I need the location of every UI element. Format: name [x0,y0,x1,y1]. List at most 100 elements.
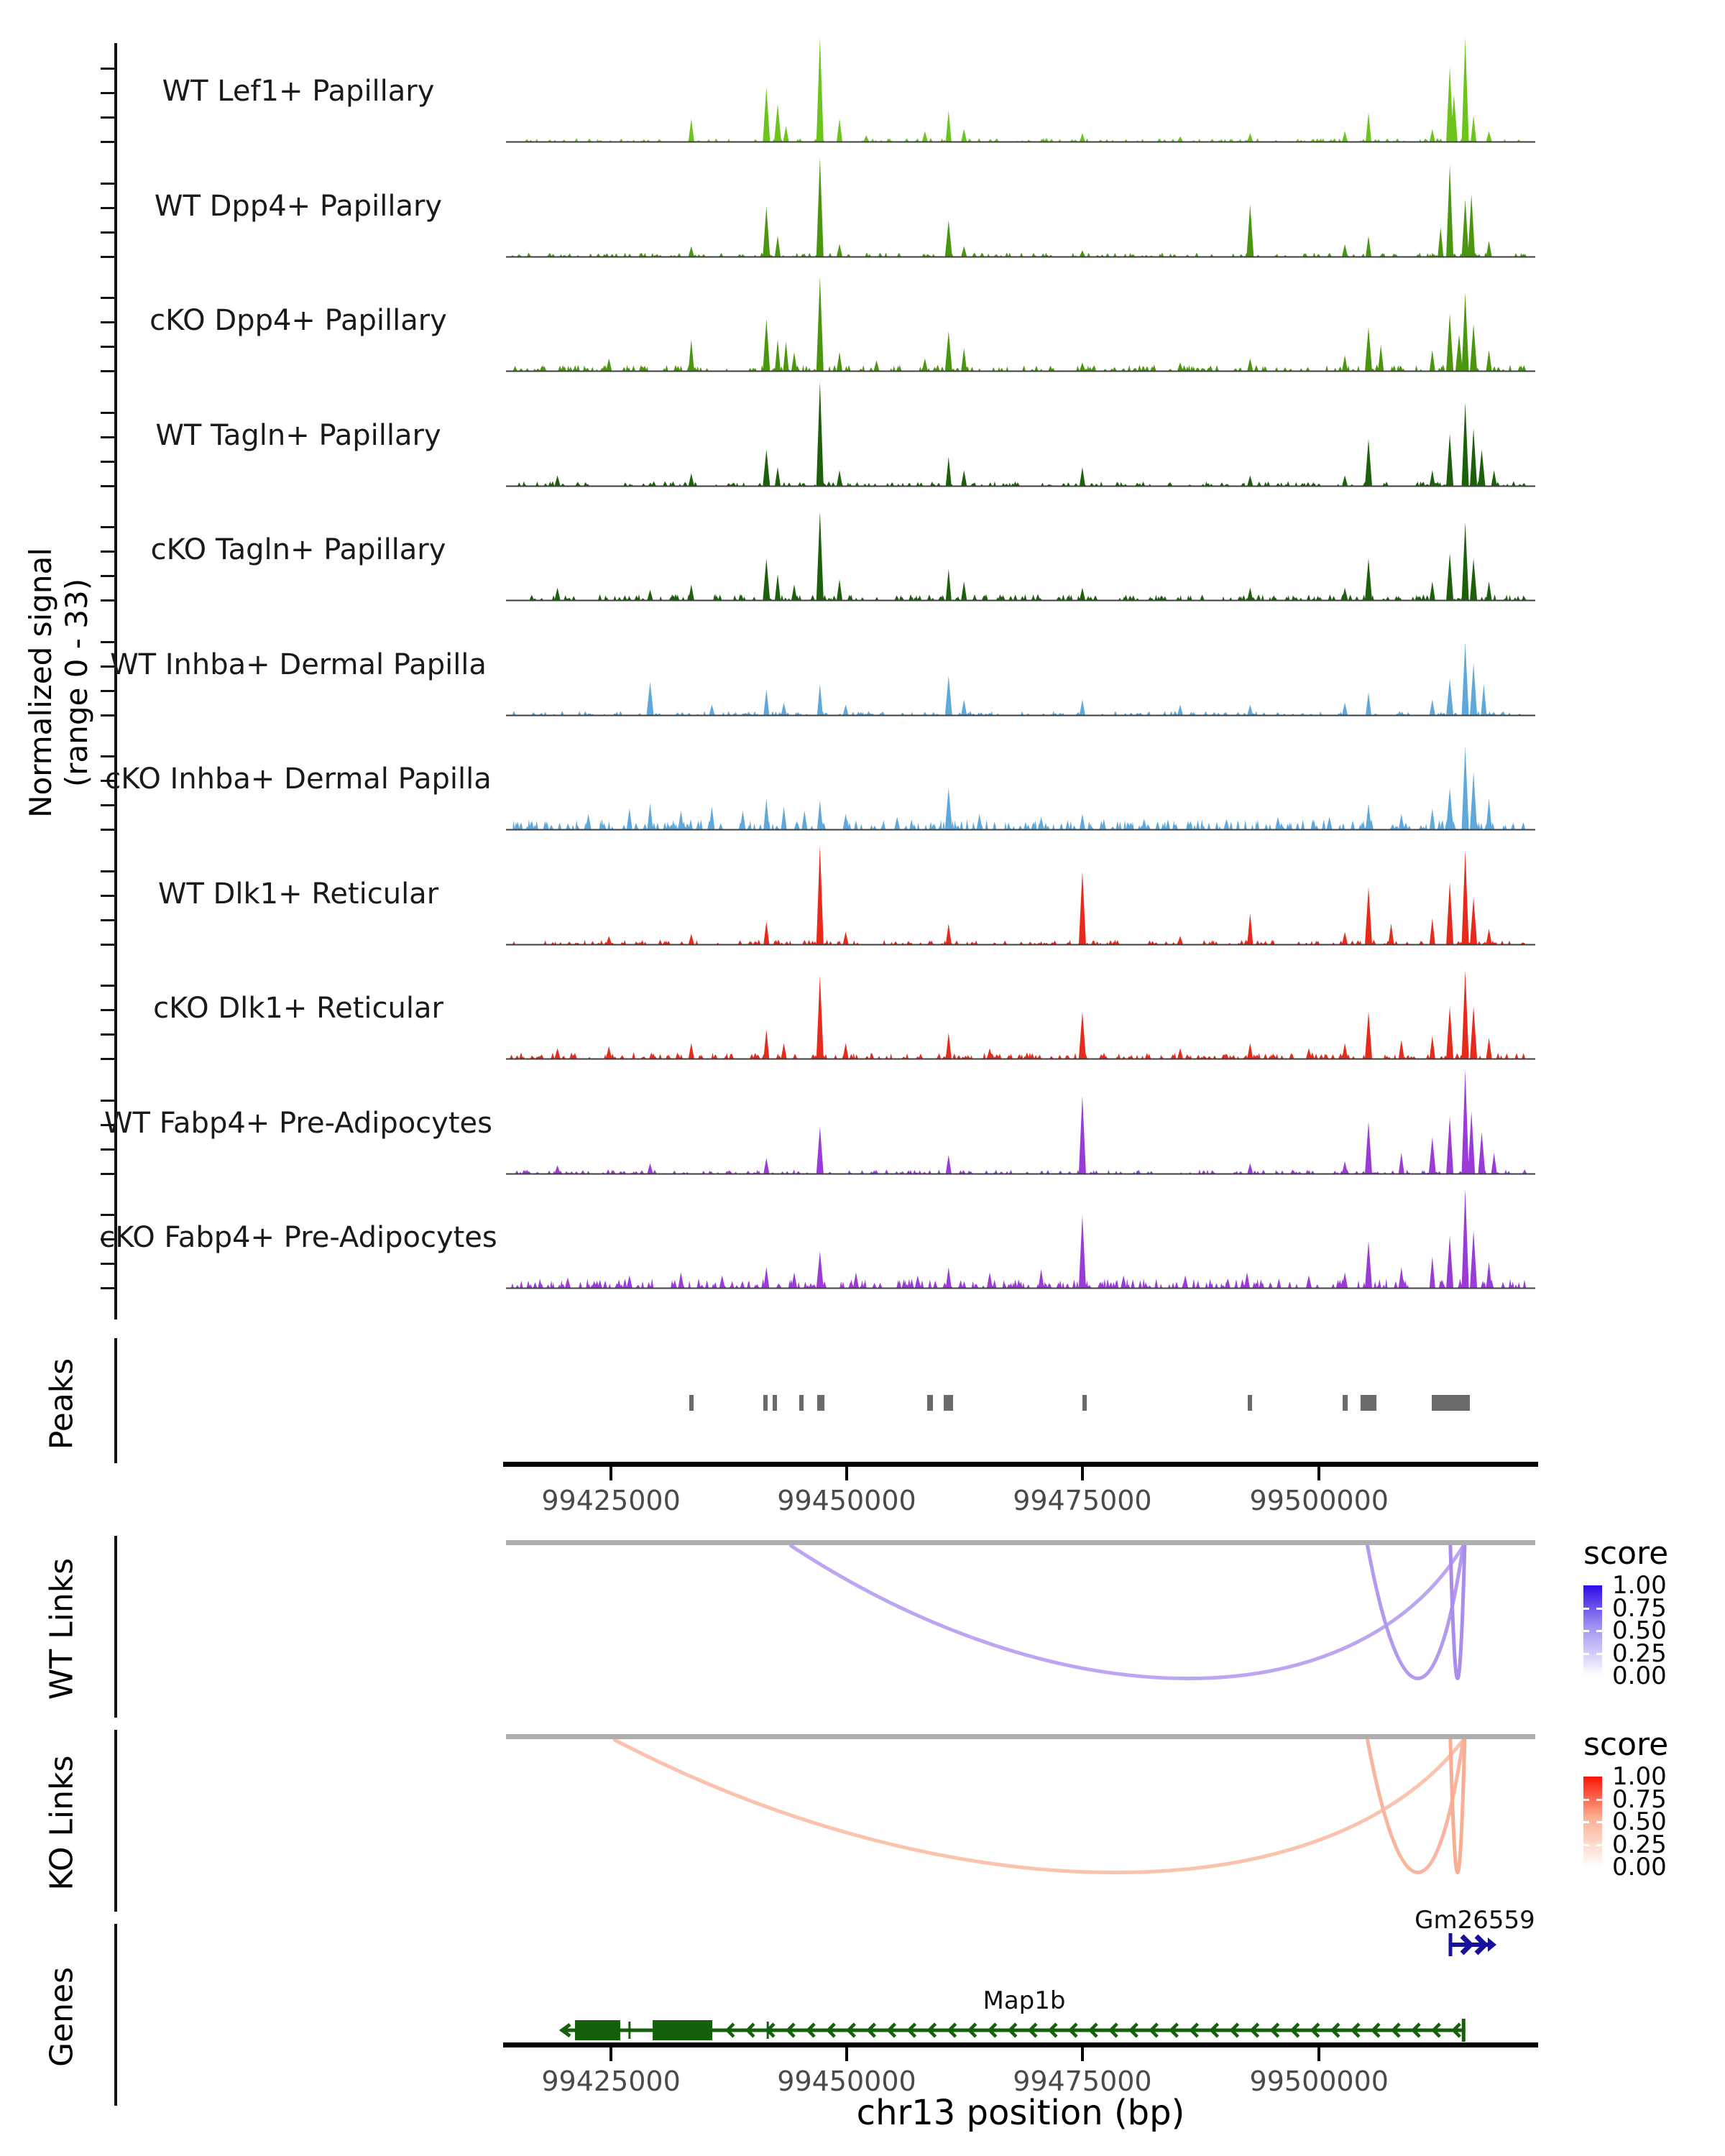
x-axis-tick-label: 99500000 [1249,1485,1389,1516]
y-axis-minor-tick [101,1148,114,1151]
y-axis-minor-tick [101,599,114,602]
gene-label-gm26559: Gm26559 [1414,1906,1535,1935]
coverage-signal-9 [506,1069,1535,1174]
score-tick-label: 0.25 [1612,1639,1667,1668]
peak-box [799,1395,804,1411]
score-tick-label: 0.00 [1612,1662,1667,1690]
y-axis-minor-tick [101,804,114,806]
y-axis-minor-tick [101,321,114,323]
x-axis-tick [610,2047,613,2061]
y-axis-minor-tick [101,92,114,94]
score-tick-label: 0.50 [1612,1616,1667,1645]
x-axis-tick [845,1466,848,1480]
gene-model-map1b [558,2019,1466,2042]
y-axis-minor-tick [101,1033,114,1036]
y-axis-minor-tick [101,206,114,209]
ko-links-baseline [506,1734,1535,1739]
x-axis-tick-label: 99475000 [1013,1485,1152,1516]
ko-links-bracket [114,1730,117,1912]
score-bar-tick [1596,1798,1602,1801]
y-axis-minor-tick [101,460,114,463]
gene-model-gm26559 [1448,1933,1496,1956]
y-axis-minor-tick [101,231,114,234]
y-axis-minor-tick [101,829,114,831]
y-axis-minor-tick [101,68,114,70]
x-axis-tick-label: 99425000 [541,2065,681,2097]
ko-link-arc-svg [612,1739,1467,1874]
track-label: cKO Inhba+ Dermal Papilla [105,763,492,796]
y-axis-minor-tick [101,894,114,897]
coverage-signal-3 [506,381,1535,487]
track-label: WT Lef1+ Papillary [162,75,435,108]
score-tick-label: 0.75 [1612,1784,1667,1814]
peak-box [1082,1395,1087,1411]
y-axis-minor-tick [101,714,114,717]
score-tick-label: 1.00 [1612,1762,1667,1791]
wt-links-bracket [114,1536,117,1718]
score-bar-tick [1583,1843,1589,1846]
y-axis-minor-tick [101,370,114,372]
x-axis-title: chr13 position (bp) [856,2093,1185,2133]
y-axis-minor-tick [101,1099,114,1102]
bottom-axis-line [503,2042,1538,2047]
x-axis-tick-label: 99425000 [541,1485,681,1516]
score-bar-tick [1596,1607,1602,1610]
y-axis-minor-tick [101,1263,114,1265]
coverage-signal-4 [506,511,1535,602]
peak-box [1360,1395,1377,1411]
y-axis-label-line2: (range 0 - 33) [59,578,94,788]
y-axis-minor-tick [101,346,114,348]
peaks-bracket [114,1338,117,1463]
y-axis-minor-tick [101,1238,114,1240]
y-axis-minor-tick [101,665,114,668]
peak-box [1343,1395,1348,1411]
x-axis-tick [1317,2047,1321,2061]
peak-box [1432,1395,1471,1411]
y-axis-minor-tick [101,484,114,487]
score-tick-label: 0.25 [1612,1830,1667,1859]
coverage-signal-10 [506,1189,1535,1289]
score-tick-label: 0.00 [1612,1853,1667,1881]
coverage-signal-2 [506,277,1535,372]
peak-box [1248,1395,1253,1411]
y-axis-minor-tick [101,526,114,528]
peak-box [689,1395,694,1411]
y-axis-minor-tick [101,943,114,946]
peak-box [927,1395,933,1411]
track-label: cKO Dpp4+ Papillary [150,304,447,337]
peak-box [817,1395,825,1411]
y-axis-label: Normalized signal (range 0 - 33) [23,539,95,826]
y-axis-minor-tick [101,985,114,987]
y-axis-minor-tick [101,411,114,414]
y-axis-minor-tick [101,575,114,577]
score-bar-tick [1596,1843,1602,1846]
y-axis-minor-tick [101,918,114,921]
track-label: WT Fabp4+ Pre-Adipocytes [104,1106,492,1140]
score-bar-tick [1596,1821,1602,1823]
coverage-signal-0 [506,37,1535,143]
x-axis-tick-label: 99475000 [1013,2065,1152,2097]
y-axis-minor-tick [101,1214,114,1216]
wt-links-baseline [506,1540,1535,1545]
track-label: WT Dpp4+ Papillary [154,189,443,223]
score-bar-tick [1583,1652,1589,1655]
y-axis-minor-tick [101,182,114,185]
y-axis-minor-tick [101,780,114,782]
genes-section-label: Genes [43,1966,80,2068]
x-axis-tick [610,1466,613,1480]
track-label: cKO Tagln+ Papillary [150,533,446,566]
y-axis-minor-tick [101,1172,114,1175]
x-axis-tick-label: 99450000 [777,2065,916,2097]
coverage-signal-8 [506,969,1535,1060]
score-tick-label: 1.00 [1612,1571,1667,1600]
score-bar-tick [1596,1652,1602,1655]
y-axis-minor-tick [101,550,114,553]
y-axis-minor-tick [101,1123,114,1126]
track-label: WT Tagln+ Papillary [155,418,441,452]
coverage-signal-7 [506,844,1535,945]
score-bar-tick [1596,1630,1602,1632]
coverage-signal-1 [506,157,1535,257]
y-axis-minor-tick [101,141,114,143]
y-axis-minor-tick [101,297,114,299]
